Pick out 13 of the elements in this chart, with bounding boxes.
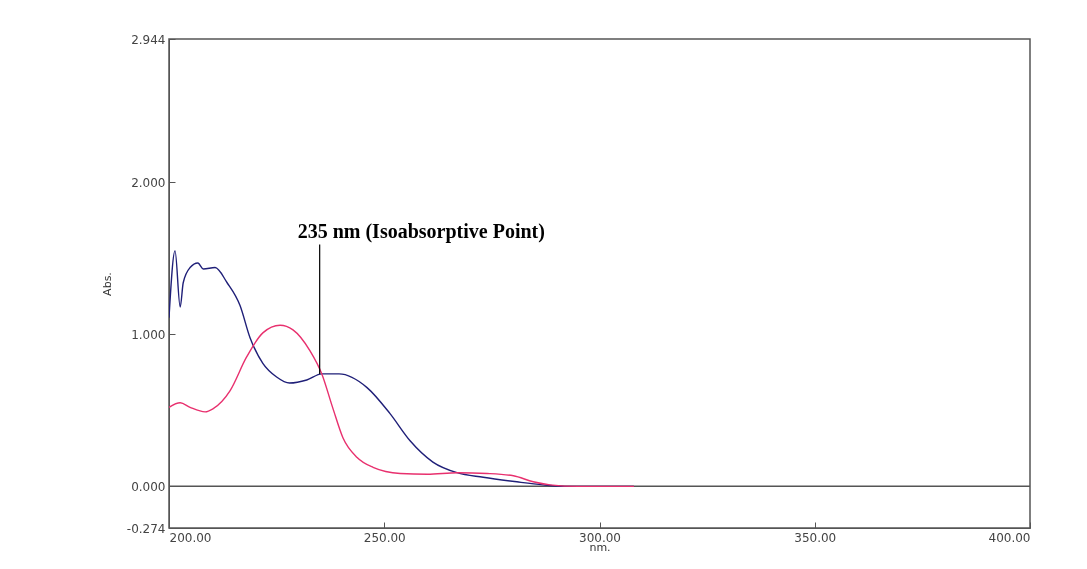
x-tick-label: 400.00 [988, 530, 1031, 545]
y-axis-title: Abs. [100, 272, 114, 296]
y-tick-label: 1.000 [131, 327, 166, 342]
annotation: 235 nm (Isoabsorptive Point) [297, 220, 545, 244]
y-tick-label: 2.944 [131, 32, 166, 47]
y-tick-label: 0.000 [131, 479, 166, 494]
x-tick-label: 250.00 [363, 530, 406, 545]
x-tick-label: 300.00 [579, 530, 621, 545]
x-tick-label: 200.00 [169, 530, 212, 545]
x-tick-label: 350.00 [794, 530, 837, 545]
y-tick-label: 2.000 [131, 175, 166, 190]
y-tick-label: -0.274 [126, 521, 166, 536]
line-series [169, 324, 635, 488]
